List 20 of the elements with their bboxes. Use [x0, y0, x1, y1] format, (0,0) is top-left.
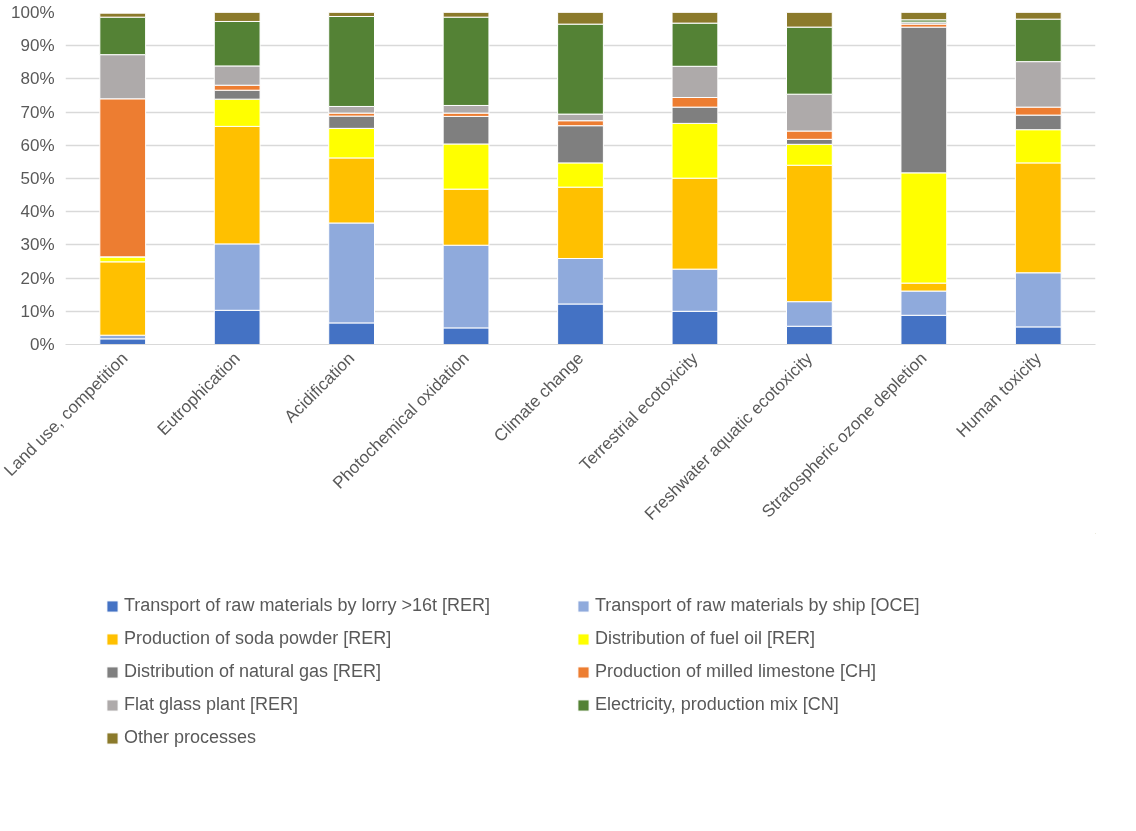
legend-label: Distribution of fuel oil [RER]	[595, 628, 817, 649]
y-tick-label: 80%	[20, 69, 55, 89]
legend-label: Transport of raw materials by lorry >16t [RER]	[124, 595, 491, 616]
y-tick-label: 40%	[20, 202, 55, 222]
y-tick-label: 30%	[20, 235, 55, 255]
legend-label: Electricity, production mix [CN]	[595, 694, 840, 715]
y-tick-label: 90%	[20, 36, 55, 56]
y-tick-label: 10%	[20, 301, 55, 321]
legend-label: Other processes	[124, 727, 258, 748]
y-tick-label: 70%	[20, 102, 55, 122]
legend-label: Production of milled limestone [CH]	[595, 661, 878, 682]
legend-label: Transport of raw materials by ship [OCE]	[595, 595, 921, 616]
y-tick-label: 100%	[11, 3, 55, 22]
legend-label: Flat glass plant [RER]	[124, 694, 300, 715]
y-tick-label: 0%	[29, 335, 55, 354]
y-tick-label: 50%	[20, 169, 55, 188]
legend-label: Production of soda powder [RER]	[124, 628, 393, 649]
y-tick-label: 20%	[20, 268, 55, 288]
legend-label: Distribution of natural gas [RER]	[124, 661, 383, 682]
y-tick-label: 60%	[20, 135, 55, 155]
